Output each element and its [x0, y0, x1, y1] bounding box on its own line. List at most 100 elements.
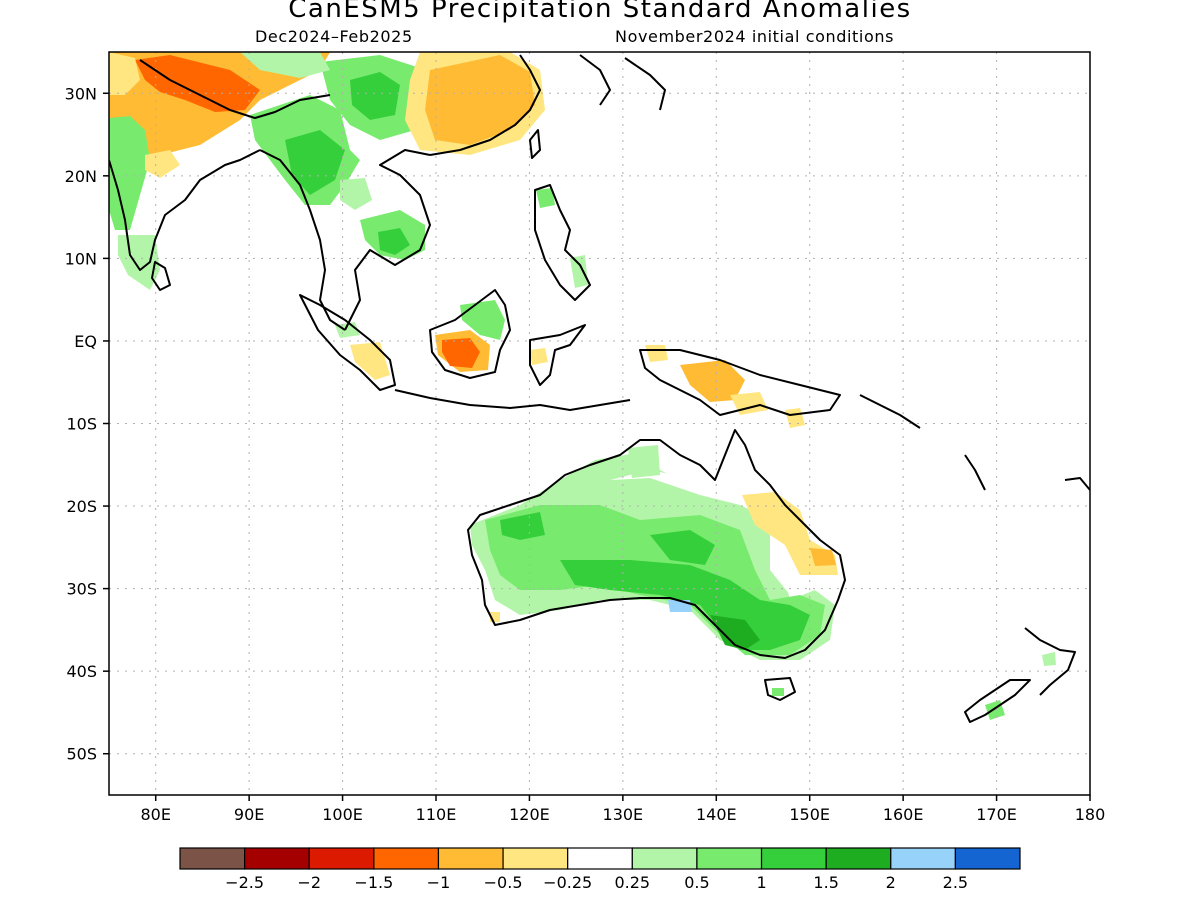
colorbar-label: 2: [886, 873, 896, 892]
lon-label: 170E: [976, 805, 1017, 824]
colorbar-swatch: [502, 847, 569, 870]
coastline: [394, 389, 631, 411]
colorbar-swatch: [696, 847, 763, 870]
colorbar-swatch: [890, 847, 956, 870]
anomaly-shading: [109, 52, 1056, 720]
colorbar-swatch: [373, 847, 440, 870]
anomaly-area: [460, 300, 505, 340]
coastline: [429, 289, 511, 379]
anomaly-area: [350, 342, 390, 380]
colorbar-swatch: [437, 847, 504, 870]
anomaly-area: [628, 445, 660, 478]
lat-label: 40S: [66, 662, 97, 681]
anomaly-area: [645, 345, 668, 362]
colorbar-swatch: [825, 847, 892, 870]
colorbar-label: −0.5: [484, 873, 523, 892]
colorbar-swatch: [760, 847, 827, 870]
colorbar-swatch: [954, 847, 1021, 870]
anomaly-area: [240, 52, 330, 78]
lat-label: 30N: [65, 84, 97, 103]
coastline: [534, 184, 591, 301]
coastline: [964, 454, 986, 491]
anomaly-area: [500, 512, 545, 540]
anomaly-area: [1042, 652, 1056, 666]
coastline: [859, 394, 921, 429]
coastline: [529, 129, 541, 159]
anomaly-area: [772, 688, 784, 696]
initial-conditions: November2024 initial conditions: [615, 27, 895, 46]
colorbar-label: 1.5: [813, 873, 838, 892]
axis-labels: 30N 20N 10N EQ 10S 20S 30S 40S 50S 80E 90E 100E 110E…: [65, 84, 1106, 824]
colorbar-label: −2.5: [225, 873, 264, 892]
lat-label: 20S: [66, 497, 97, 516]
anomaly-area: [785, 408, 805, 428]
anomaly-area: [530, 348, 548, 365]
colorbar-label: 2.5: [943, 873, 968, 892]
lat-label: EQ: [74, 332, 97, 351]
anomaly-area: [378, 228, 410, 255]
lat-label: 10N: [65, 249, 97, 268]
chart-title: CanESM5 Precipitation Standard Anomalies: [288, 0, 912, 24]
coastline: [299, 294, 396, 391]
anomaly-area: [109, 52, 140, 95]
colorbar-swatch: [567, 847, 633, 870]
lat-label: 10S: [66, 415, 97, 434]
colorbar-label: 0.25: [614, 873, 650, 892]
colorbar-label: −1.5: [354, 873, 393, 892]
lon-label: 100E: [322, 805, 363, 824]
lon-label: 90E: [234, 805, 264, 824]
coastline: [639, 349, 841, 416]
lon-label: 180: [1075, 805, 1106, 824]
coastline: [429, 54, 541, 156]
anomaly-area: [536, 188, 555, 208]
colorbar: −2.5 −2 −1.5 −1 −0.5 −0.25 0.25 0.5 1 1.5 2 2.5: [179, 847, 1021, 892]
lat-label: 20N: [65, 167, 97, 186]
lon-label: 110E: [416, 805, 457, 824]
coastline: [964, 679, 1031, 723]
lon-label: 140E: [696, 805, 737, 824]
forecast-period: Dec2024–Feb2025: [255, 27, 413, 46]
anomaly-area: [710, 615, 760, 650]
anomaly-area: [810, 548, 836, 566]
anomaly-area: [610, 470, 838, 600]
colorbar-label: −0.25: [543, 873, 592, 892]
lat-label: 30S: [66, 580, 97, 599]
colorbar-label: 0.5: [684, 873, 709, 892]
coastlines: [109, 54, 1090, 723]
coastline: [624, 57, 666, 111]
colorbar-label: 1: [756, 873, 766, 892]
anomaly-area: [109, 116, 150, 230]
coastline: [259, 149, 346, 331]
anomaly-area: [340, 178, 372, 210]
anomaly-area: [570, 255, 588, 288]
lon-label: 130E: [603, 805, 644, 824]
anomaly-area: [680, 360, 745, 402]
coastline: [1064, 477, 1090, 491]
anomaly-area: [650, 530, 715, 565]
coastline: [344, 149, 431, 331]
coastline: [1024, 627, 1076, 696]
colorbar-swatch: [179, 847, 246, 870]
coastline: [151, 261, 171, 291]
anomaly-area: [135, 55, 260, 112]
coastline: [529, 324, 586, 386]
anomaly-area: [350, 72, 400, 120]
anomaly-area: [442, 338, 480, 368]
colorbar-swatch: [308, 847, 375, 870]
lon-label: 150E: [789, 805, 830, 824]
lon-label: 160E: [883, 805, 924, 824]
lat-lon-grid: [109, 52, 1090, 795]
anomaly-area: [425, 55, 535, 145]
lon-label: 80E: [140, 805, 170, 824]
anomaly-area: [145, 150, 180, 178]
colorbar-swatch: [244, 847, 310, 870]
coastline: [764, 677, 796, 701]
colorbar-label: −1: [427, 873, 451, 892]
lon-label: 120E: [509, 805, 550, 824]
coastline: [109, 149, 261, 271]
coastline: [467, 429, 846, 659]
coastline: [139, 59, 331, 119]
colorbar-swatch: [631, 847, 698, 870]
lat-label: 50S: [66, 745, 97, 764]
